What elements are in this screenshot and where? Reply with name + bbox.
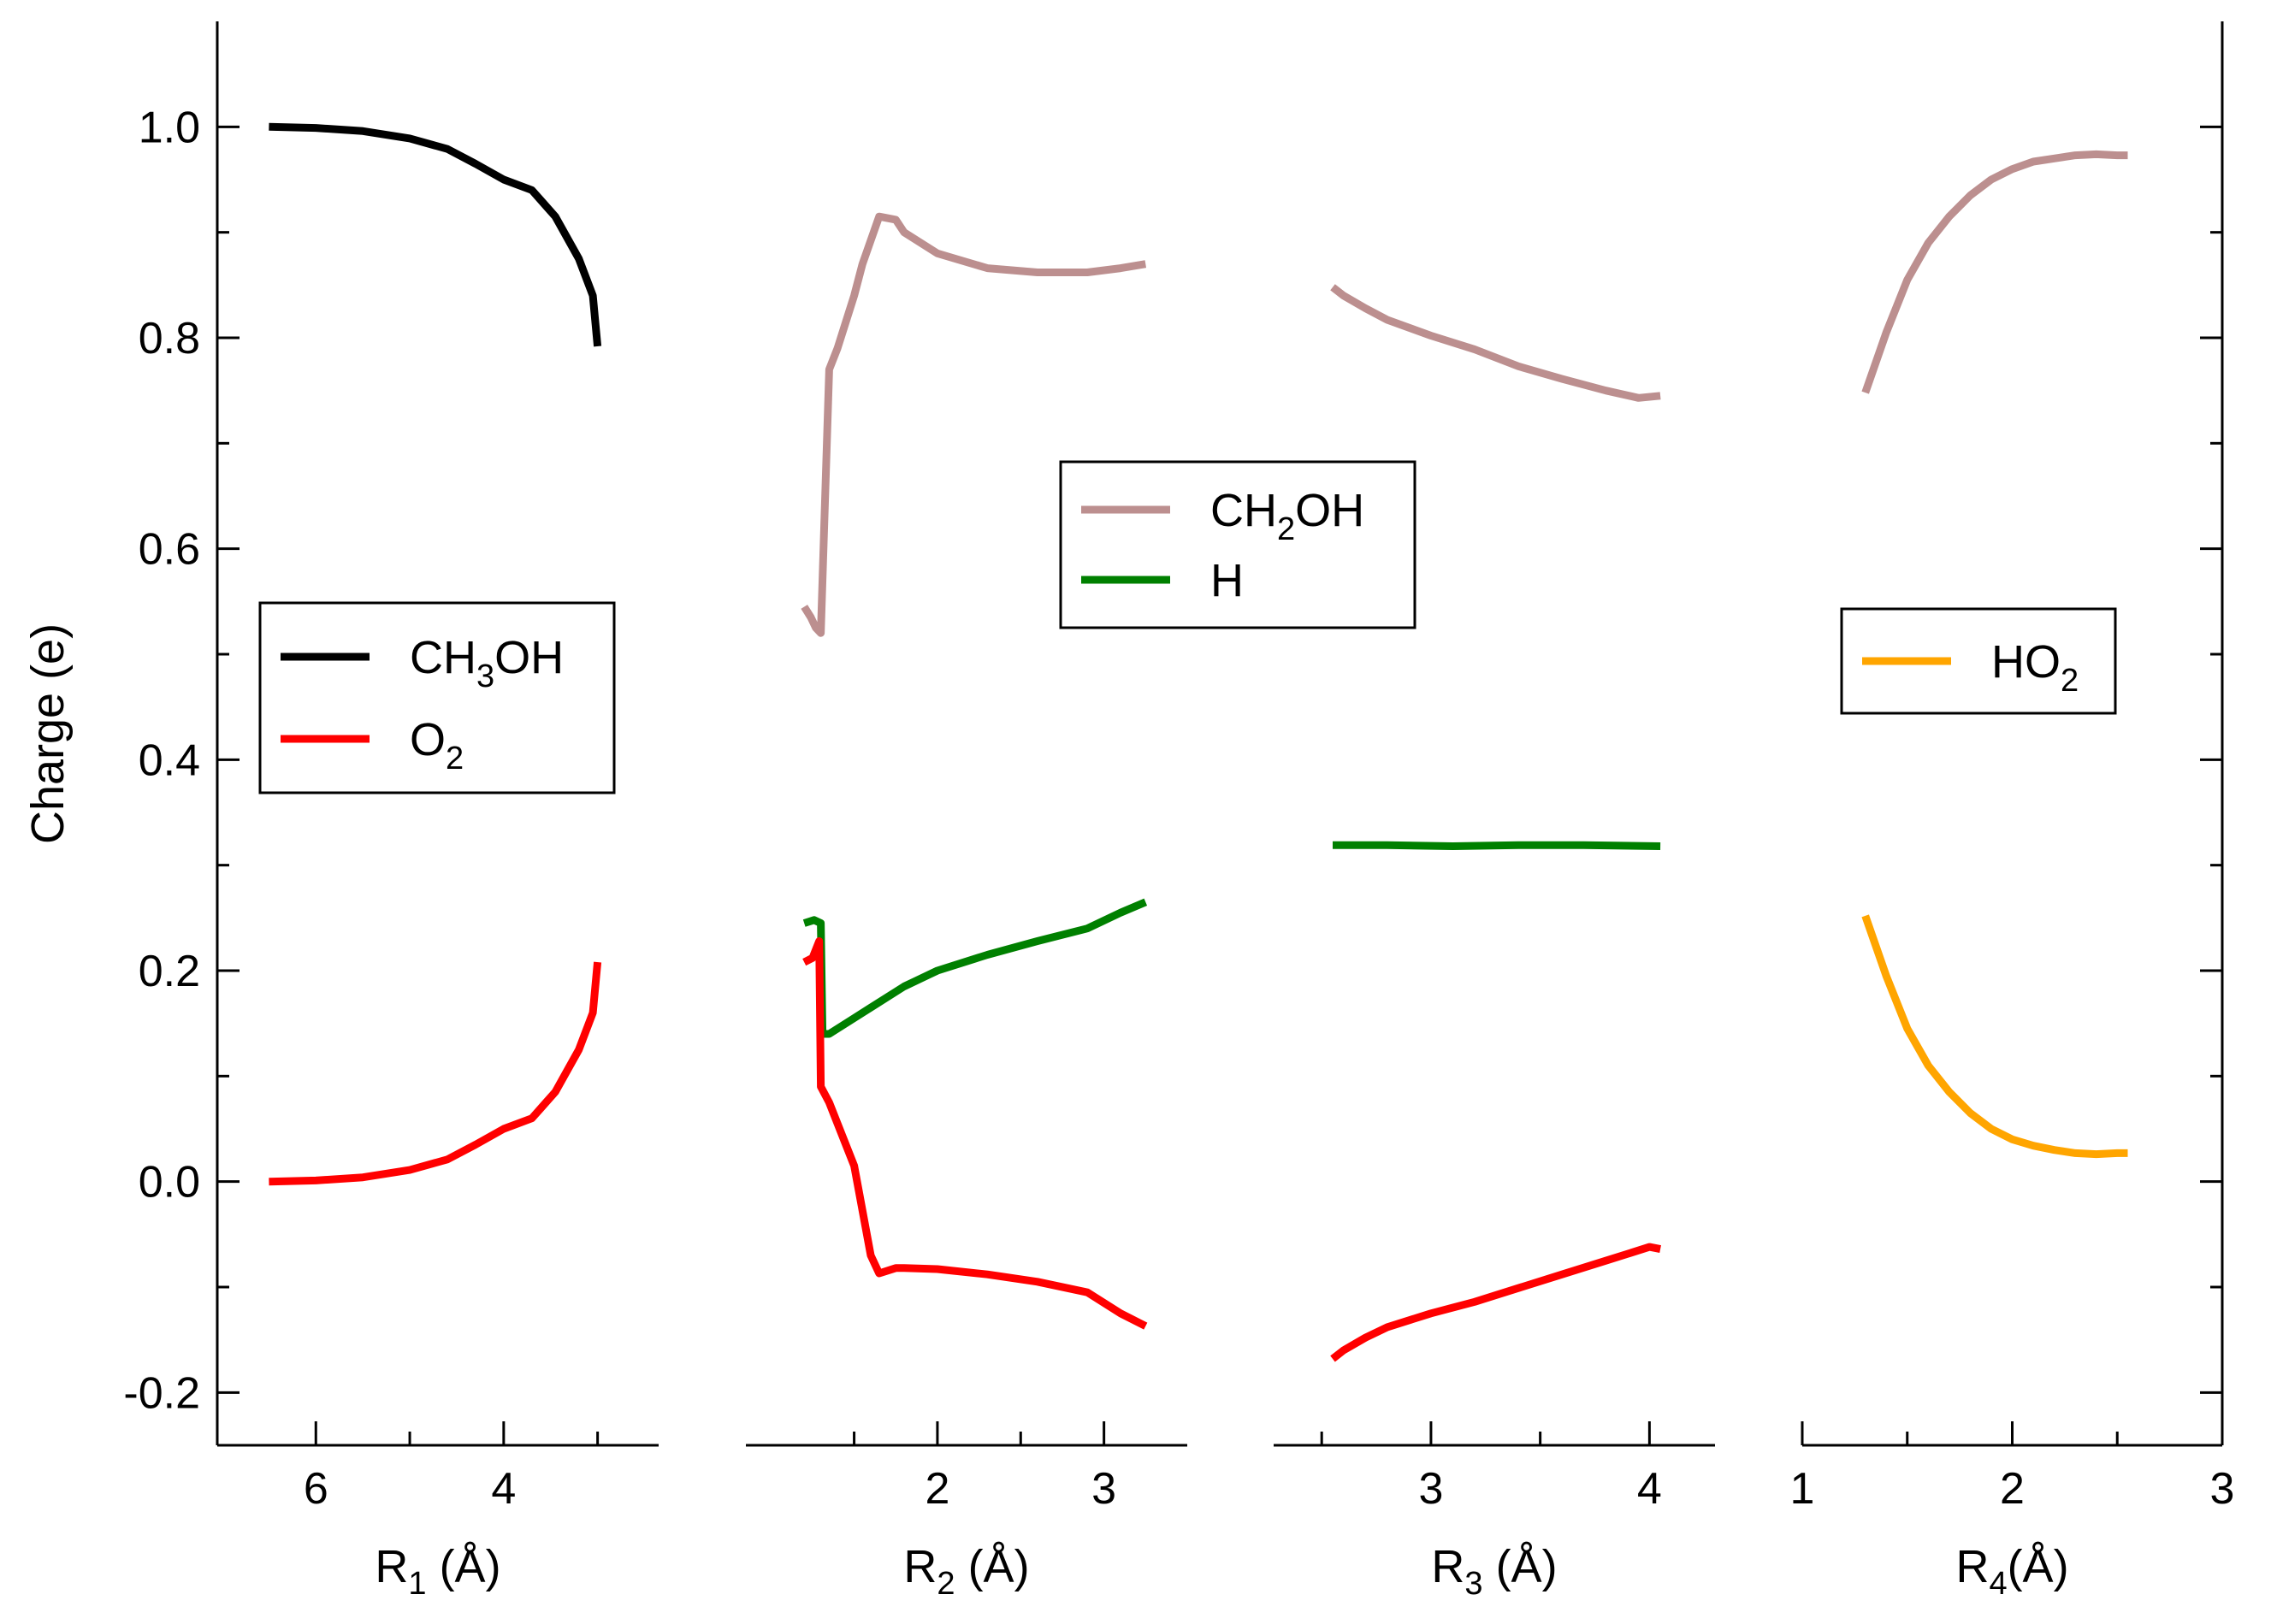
y-tick-label: 0.6 xyxy=(139,525,200,575)
legend-label-ch2oh: CH2OH xyxy=(1210,485,1364,547)
x-tick-label: 3 xyxy=(1091,1464,1116,1514)
y-tick-label: 1.0 xyxy=(139,103,200,152)
x-tick-label: 3 xyxy=(2210,1464,2235,1514)
x-axis-title-panel-2: R2 (Å) xyxy=(903,1541,1029,1602)
x-tick-label: 4 xyxy=(491,1464,516,1514)
series-line-ch2oh xyxy=(801,212,1147,637)
series-line-o2 xyxy=(1330,1243,1661,1362)
x-tick-label: 1 xyxy=(1790,1464,1815,1514)
y-tick-label: 0.4 xyxy=(139,735,200,785)
x-tick-label: 3 xyxy=(1418,1464,1443,1514)
legend-label-h: H xyxy=(1210,555,1244,606)
series-line-ch3oh xyxy=(269,122,602,347)
legend-label-o2: O2 xyxy=(410,714,464,777)
series-line-ch2oh xyxy=(1330,284,1661,402)
legend-box xyxy=(1059,460,1416,629)
series-line-o2 xyxy=(802,937,1148,1330)
legend-label-ch3oh: CH3OH xyxy=(410,632,564,694)
legend-layer: CH3OH O2 CH2OH H HO2 xyxy=(258,460,2117,794)
x-tick-label: 2 xyxy=(925,1464,949,1514)
x-axis-title-panel-1: R1 (Å) xyxy=(375,1541,500,1602)
legend-label-ho2: HO2 xyxy=(1991,636,2079,699)
x-axis-title-panel-4: R4(Å) xyxy=(1955,1541,2068,1602)
axes-layer: -0.2 0.0 0.2 0.4 0.6 0.8 1.0 6 4 R1 (Å) 2 3 R2 (Å) 3 4… xyxy=(123,21,2234,1602)
series-line-o2 xyxy=(269,961,602,1186)
x-tick-label: 6 xyxy=(304,1464,328,1514)
series-layer xyxy=(269,122,2128,1362)
series-line-h xyxy=(802,898,1148,1038)
y-tick-label: 0.0 xyxy=(139,1158,200,1208)
y-tick-label: 0.8 xyxy=(139,314,200,363)
series-line-h xyxy=(1333,841,1661,850)
y-axis-title: Charge (e) xyxy=(22,623,74,844)
x-tick-label: 4 xyxy=(1637,1464,1662,1514)
x-tick-label: 2 xyxy=(2000,1464,2025,1514)
x-axis-title-panel-3: R3 (Å) xyxy=(1431,1541,1557,1602)
legend-box xyxy=(258,601,616,794)
series-line-ho2 xyxy=(1861,914,2128,1159)
y-tick-label: 0.2 xyxy=(139,947,200,996)
y-tick-label: -0.2 xyxy=(123,1368,200,1418)
series-line-ch2oh xyxy=(1861,150,2128,394)
